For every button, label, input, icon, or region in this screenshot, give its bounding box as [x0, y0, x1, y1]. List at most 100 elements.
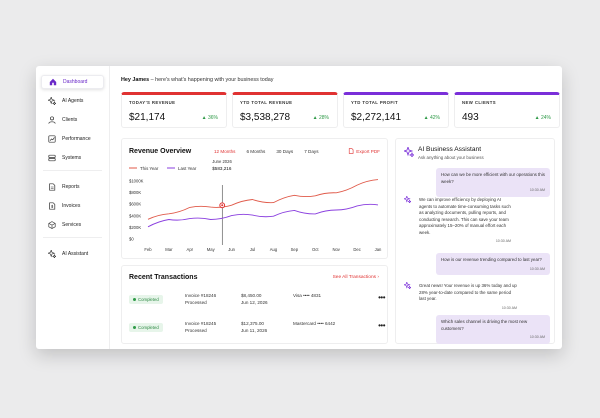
- message-text: Which sales channel is driving the most …: [441, 319, 528, 331]
- status-label: Completed: [138, 297, 159, 302]
- tooltip-point-center: [221, 204, 224, 207]
- more-options-icon[interactable]: •••: [378, 293, 385, 302]
- x-tick-label: May: [207, 247, 216, 252]
- series-line-last-year: [147, 203, 379, 228]
- invoice-state: Processed: [185, 328, 207, 333]
- kpi-card-ytd-profit[interactable]: YTD TOTAL PROFIT $2,272,141 ▲ 42%: [343, 92, 449, 128]
- sidebar-item-clients[interactable]: Clients: [41, 113, 104, 127]
- assistant-message: We can improve efficiency by deploying A…: [414, 193, 516, 248]
- x-tick-label: Oct: [312, 247, 319, 252]
- table-row[interactable]: Completed Invoice #18246 Processed $8,450…: [129, 291, 385, 311]
- kpi-value: $3,538,278: [240, 112, 291, 123]
- x-tick-label: Jul: [250, 247, 255, 252]
- kpi-label: TODAY'S REVENUE: [129, 100, 176, 105]
- sidebar-item-ai-assistant[interactable]: AI Assistant: [41, 247, 104, 261]
- sparkle-icon: [402, 145, 416, 159]
- x-tick-label: Mar: [165, 247, 173, 252]
- x-tick-label: Jun: [228, 247, 235, 252]
- x-tick-label: Aug: [270, 247, 278, 252]
- user-message: How can we be more efficient with our op…: [436, 168, 550, 197]
- kpi-label: NEW CLIENTS: [462, 100, 496, 105]
- kpi-card-todays-revenue[interactable]: TODAY'S REVENUE $21,174 ▲ 36%: [121, 92, 227, 128]
- sidebar-item-reports[interactable]: Reports: [41, 180, 104, 194]
- tooltip-value: $583,216: [212, 166, 232, 171]
- user-icon: [47, 116, 56, 125]
- card-cell: Mastercard •••• 6442: [293, 321, 336, 326]
- amount-cell: $12,375.00 Jun 11, 2026: [241, 320, 267, 334]
- message-time: 10:30 AM: [501, 305, 517, 310]
- sidebar-item-invoices[interactable]: Invoices: [41, 199, 104, 213]
- sidebar-item-label: Services: [62, 222, 82, 228]
- sidebar-item-performance[interactable]: Performance: [41, 132, 104, 146]
- user-message: Which sales channel is driving the most …: [436, 315, 550, 344]
- y-tick-label: $600K: [129, 202, 141, 207]
- see-all-transactions-link[interactable]: See All Transactions ›: [333, 275, 379, 280]
- sidebar: Dashboard AI Agents Clients Performance …: [36, 66, 110, 349]
- sidebar-item-label: Dashboard: [63, 79, 88, 85]
- message-time: 10:30 AM: [495, 239, 511, 243]
- box-icon: [47, 221, 56, 230]
- y-tick-label: $0: [129, 237, 134, 242]
- sidebar-item-systems[interactable]: Systems: [41, 151, 104, 165]
- tab-12-months[interactable]: 12 Months: [214, 149, 236, 154]
- range-tabs: 12 Months 6 Months 30 Days 7 Days: [214, 149, 330, 154]
- message-text: How is our revenue trending compared to …: [441, 257, 542, 262]
- assistant-subtitle: Ask anything about your business: [418, 155, 484, 160]
- sidebar-item-ai-agents[interactable]: AI Agents: [41, 94, 104, 108]
- kpi-change-value: 28%: [318, 115, 329, 121]
- x-tick-label: Dec: [353, 247, 360, 252]
- more-options-icon[interactable]: •••: [378, 321, 385, 330]
- kpi-change: ▲ 24%: [535, 115, 551, 121]
- amount-cell: $8,450.00 Jun 12, 2026: [241, 292, 268, 306]
- y-tick-label: $200K: [129, 225, 141, 230]
- message-time: 10:30 AM: [529, 188, 545, 192]
- database-icon: [47, 154, 56, 163]
- kpi-card-ytd-revenue[interactable]: YTD TOTAL REVENUE $3,538,278 ▲ 28%: [232, 92, 338, 128]
- date: Jun 11, 2026: [241, 328, 268, 333]
- sidebar-item-dashboard[interactable]: Dashboard: [41, 75, 104, 89]
- revenue-overview-card: Revenue Overview 12 Months 6 Months 30 D…: [121, 138, 388, 259]
- x-tick-label: Nov: [332, 247, 340, 252]
- x-tick-label: Sep: [291, 247, 299, 252]
- status-dot: [133, 326, 136, 330]
- export-label: Export PDF: [356, 148, 380, 154]
- export-pdf-button[interactable]: Export PDF: [348, 148, 380, 154]
- kpi-change: ▲ 42%: [424, 115, 440, 121]
- amount: $12,375.00: [241, 321, 264, 326]
- tab-6-months[interactable]: 6 Months: [246, 149, 266, 154]
- status-label: Completed: [138, 325, 159, 330]
- card-cell: Visa •••• 4831: [293, 293, 322, 298]
- message-time: 10:30 AM: [529, 335, 545, 339]
- trend-up-icon: ▲: [312, 115, 318, 121]
- chevron-right-icon: ›: [377, 275, 379, 280]
- greeting-text: – here's what's happening with your busi…: [149, 77, 274, 83]
- kpi-value: 493: [462, 112, 479, 123]
- x-tick-label: Jan: [375, 247, 382, 252]
- message-text: How can we be more efficient with our op…: [441, 172, 545, 184]
- tab-30-days[interactable]: 30 Days: [276, 149, 294, 154]
- sparkle-icon: [47, 97, 56, 106]
- recent-transactions-card: Recent Transactions See All Transactions…: [121, 265, 388, 344]
- sidebar-item-services[interactable]: Services: [41, 218, 104, 232]
- kpi-card-new-clients[interactable]: NEW CLIENTS 493 ▲ 24%: [454, 92, 560, 128]
- sidebar-item-label: AI Agents: [62, 98, 84, 104]
- invoice-number: Invoice #18245: [185, 321, 217, 326]
- user-message: How is our revenue trending compared to …: [436, 253, 550, 275]
- main-content: Hey James – here's what's happening with…: [116, 66, 562, 349]
- kpi-label: YTD TOTAL PROFIT: [351, 100, 398, 105]
- assistant-avatar-icon: [403, 281, 412, 291]
- invoice-cell: Invoice #18246 Processed: [185, 292, 216, 306]
- kpi-label: YTD TOTAL REVENUE: [240, 100, 293, 105]
- revenue-line-chart: This Year Last Year $1000K $800K $600K $400K $…: [129, 159, 382, 252]
- assistant-title: AI Business Assistant: [418, 146, 482, 153]
- legend-label: Last Year: [178, 166, 197, 171]
- table-row[interactable]: Completed Invoice #18245 Processed $12,37…: [129, 319, 385, 339]
- message-text: We can improve efficiency by deploying A…: [419, 197, 511, 235]
- message-time: 10:30 AM: [529, 266, 545, 271]
- tab-7-days[interactable]: 7 Days: [304, 149, 319, 154]
- x-tick-label: Apr: [187, 247, 194, 252]
- dollar-file-icon: [47, 202, 56, 211]
- greeting-name: Hey James: [121, 77, 150, 83]
- message-text: Great news! Your revenue is up 36% today…: [419, 283, 517, 301]
- sidebar-divider: [43, 237, 102, 238]
